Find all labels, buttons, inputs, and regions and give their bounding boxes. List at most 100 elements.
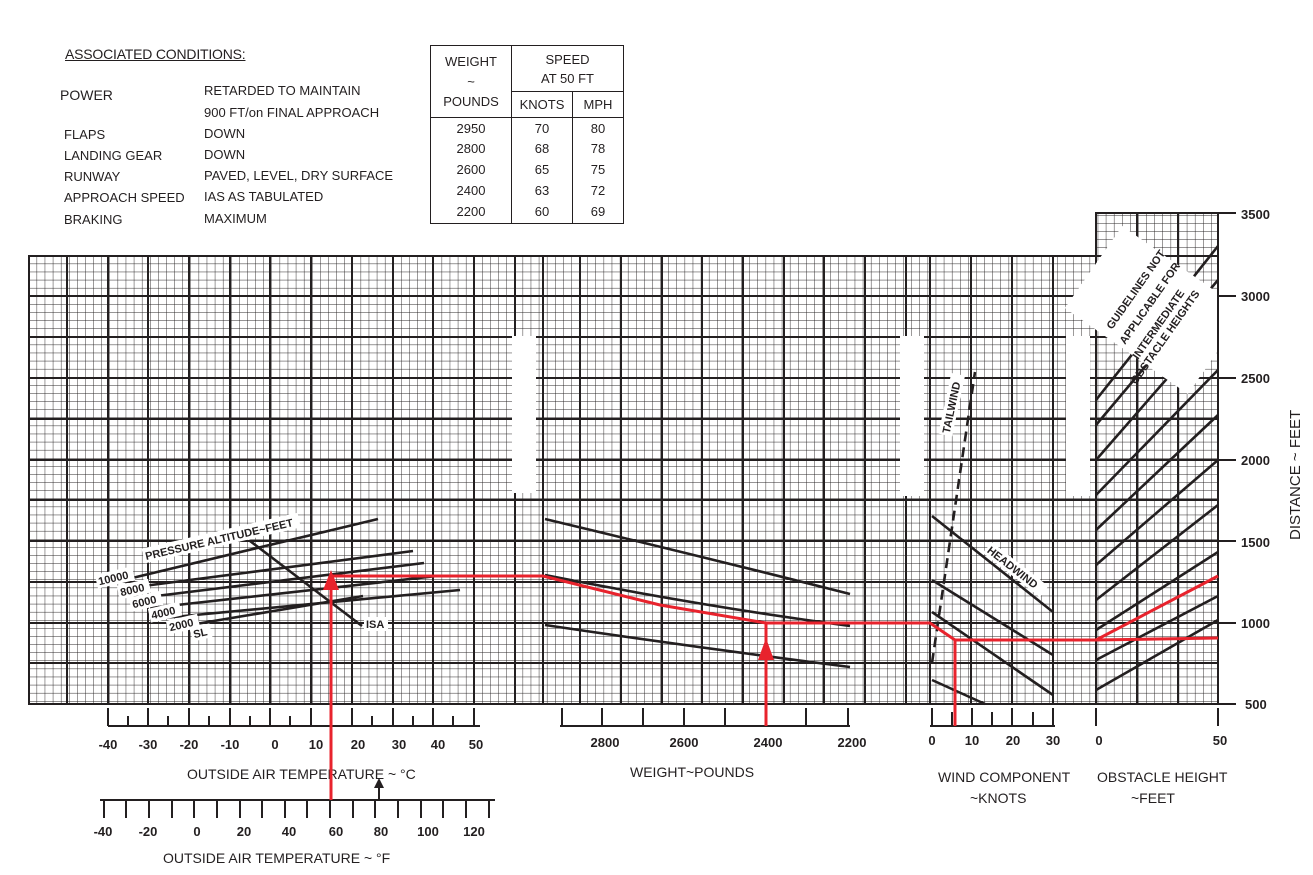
weight-tick-labels: 2800 2600 2400 2200 — [591, 735, 867, 750]
x-tick: 100 — [417, 824, 439, 839]
table-cell: 63 — [511, 180, 573, 201]
wind-axis-unit: ~KNOTS — [970, 790, 1026, 806]
table-cell: 2950 — [430, 118, 512, 138]
cond-value-approach-speed: IAS AS TABULATED — [204, 189, 324, 204]
mph-header: MPH — [572, 91, 624, 118]
grid-panel-weight — [542, 255, 931, 705]
obstacle-tick-labels: 0 50 — [1095, 733, 1227, 748]
obstacle-axis-unit: ~FEET — [1131, 790, 1175, 806]
table-cell: 80 — [572, 118, 624, 138]
cond-label-flaps: FLAPS — [64, 127, 106, 142]
x-tick: 10 — [965, 733, 979, 748]
x-tick: 2800 — [591, 735, 620, 750]
x-tick: 30 — [392, 737, 406, 752]
panel-gap — [900, 336, 924, 496]
x-tick: 2400 — [754, 735, 783, 750]
table-cell: 2400 — [430, 180, 512, 201]
curve-label-6000: 6000 — [131, 594, 158, 611]
x-axis-weight — [560, 708, 850, 727]
x-tick: 20 — [351, 737, 365, 752]
weight-header-label: WEIGHT — [445, 53, 497, 69]
wind-axis-label: WIND COMPONENT — [938, 769, 1071, 785]
conditions-title: ASSOCIATED CONDITIONS: — [65, 46, 246, 62]
cond-value-runway: PAVED, LEVEL, DRY SURFACE — [204, 168, 394, 183]
table-cell: 70 — [511, 118, 573, 138]
cond-value-power-2: 900 FT/on FINAL APPROACH — [204, 105, 380, 120]
table-cell: 69 — [572, 201, 624, 224]
x-axis-wind — [930, 708, 1055, 727]
x-axis-fahrenheit — [100, 786, 495, 818]
wind-tick-labels: 0 10 20 30 — [928, 733, 1060, 748]
cond-label-landing-gear: LANDING GEAR — [64, 148, 163, 163]
y-axis-label: DISTANCE ~ FEET — [1287, 410, 1304, 540]
weight-axis-label: WEIGHT~POUNDS — [630, 764, 754, 780]
y-tick: 2000 — [1241, 453, 1270, 468]
cond-label-braking: BRAKING — [64, 212, 123, 227]
x-axis-celsius — [107, 708, 480, 727]
pressure-altitude-curves — [127, 517, 461, 629]
x-tick: -20 — [180, 737, 199, 752]
x-axis-obstacle — [1095, 708, 1219, 726]
x-tick: 2200 — [838, 735, 867, 750]
wind-guidelines — [930, 371, 1054, 706]
knots-header: KNOTS — [511, 91, 573, 118]
x-tick: 0 — [1095, 733, 1102, 748]
x-tick: 0 — [271, 737, 278, 752]
cond-value-braking: MAXIMUM — [204, 211, 267, 226]
x-tick: 40 — [282, 824, 296, 839]
y-tick: 2500 — [1241, 371, 1270, 386]
table-cell: 75 — [572, 159, 624, 180]
table-cell: 65 — [511, 159, 573, 180]
table-cell: 60 — [511, 201, 573, 224]
x-tick: -40 — [94, 824, 113, 839]
x-tick: 120 — [463, 824, 485, 839]
y-tick-labels: 3500 3000 2500 2000 1500 1000 500 — [1241, 207, 1270, 712]
cond-label-power: POWER — [60, 87, 113, 103]
x-tick: 50 — [1213, 733, 1227, 748]
celsius-tick-labels: -40 -30 -20 -10 0 10 20 30 40 50 — [99, 737, 484, 752]
weight-header: WEIGHT ~ POUNDS — [430, 45, 512, 118]
weight-header-unit: POUNDS — [443, 93, 499, 109]
obstacle-axis-label: OBSTACLE HEIGHT — [1097, 769, 1228, 785]
table-cell: 78 — [572, 138, 624, 159]
y-tick: 1000 — [1241, 616, 1270, 631]
cond-label-runway: RUNWAY — [64, 169, 121, 184]
isa-label: ISA — [366, 619, 384, 631]
curve-label-8000: 8000 — [119, 582, 146, 599]
speed-header: SPEED AT 50 FT — [511, 45, 624, 92]
x-tick: 0 — [928, 733, 935, 748]
x-tick: 0 — [193, 824, 200, 839]
table-cell: 2600 — [430, 159, 512, 180]
x-tick: 80 — [374, 824, 388, 839]
fahrenheit-tick-labels: -40 -20 0 20 40 60 80 100 120 — [94, 824, 485, 839]
curve-label-2000: 2000 — [168, 617, 195, 634]
x-tick: 20 — [237, 824, 251, 839]
y-tick: 3000 — [1241, 289, 1270, 304]
cond-value-flaps: DOWN — [204, 126, 246, 141]
approach-speed-table: WEIGHT ~ POUNDS SPEED AT 50 FT KNOTS MPH… — [430, 45, 624, 224]
y-axis — [1217, 212, 1236, 705]
weight-header-tilde: ~ — [467, 73, 475, 89]
cond-label-approach-speed: APPROACH SPEED — [64, 190, 185, 205]
y-tick: 500 — [1245, 697, 1267, 712]
isa-arrow-icon — [374, 778, 384, 788]
x-tick: 30 — [1046, 733, 1060, 748]
obstacle-note: GUIDELINES NOT APPLICABLE FOR INTERMEDIA… — [1064, 226, 1246, 394]
cond-value-landing-gear: DOWN — [204, 147, 246, 162]
x-tick: -10 — [221, 737, 240, 752]
x-tick: 2600 — [670, 735, 699, 750]
arrow-up-icon — [323, 570, 339, 590]
table-cell: 72 — [572, 180, 624, 201]
table-cell: 2800 — [430, 138, 512, 159]
speed-header-label: SPEED — [545, 51, 590, 67]
table-cell: 68 — [511, 138, 573, 159]
x-tick: -20 — [139, 824, 158, 839]
y-tick: 1500 — [1241, 535, 1270, 550]
x-tick: 50 — [469, 737, 483, 752]
weight-guidelines — [544, 517, 851, 669]
x-tick: 60 — [329, 824, 343, 839]
fahrenheit-axis-label: OUTSIDE AIR TEMPERATURE ~ °F — [163, 850, 390, 866]
grid-panel-temperature — [28, 255, 544, 705]
panel-gap — [1066, 336, 1090, 496]
